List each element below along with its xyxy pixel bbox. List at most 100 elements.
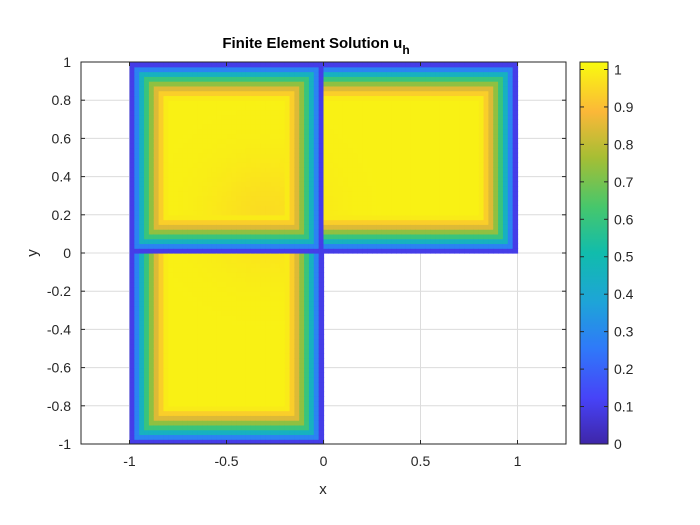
heatmap-cell — [308, 162, 315, 168]
heatmap-cell — [323, 76, 329, 82]
heatmap-cell — [221, 233, 228, 240]
heatmap-cell — [168, 372, 174, 378]
heatmap-cell — [469, 66, 475, 73]
heatmap-cell — [197, 200, 203, 206]
heatmap-cell — [178, 286, 184, 292]
heatmap-cell — [313, 76, 320, 82]
heatmap-cell — [323, 176, 329, 182]
heatmap-cell — [469, 152, 475, 159]
heatmap-cell — [381, 95, 388, 101]
heatmap-cell — [260, 396, 266, 402]
heatmap-cell — [211, 76, 218, 82]
heatmap-cell — [129, 128, 135, 135]
heatmap-cell — [420, 100, 426, 106]
heatmap-cell — [245, 238, 252, 245]
heatmap-cell — [493, 190, 499, 197]
heatmap-cell — [197, 85, 203, 92]
heatmap-cell — [250, 171, 257, 178]
heatmap-cell — [270, 181, 276, 187]
heatmap-cell — [512, 238, 519, 245]
heatmap-cell — [178, 324, 184, 330]
heatmap-cell — [221, 76, 228, 82]
heatmap-cell — [221, 329, 228, 335]
heatmap-cell — [299, 90, 305, 97]
heatmap-cell — [435, 238, 441, 245]
heatmap-cell — [338, 124, 344, 130]
heatmap-cell — [507, 62, 514, 68]
heatmap-cell — [173, 276, 179, 283]
heatmap-cell — [202, 295, 208, 302]
heatmap-cell — [507, 71, 514, 77]
heatmap-cell — [192, 109, 198, 116]
heatmap-cell — [275, 104, 281, 111]
heatmap-cell — [357, 100, 363, 106]
heatmap-cell — [202, 305, 208, 311]
heatmap-cell — [236, 310, 242, 316]
heatmap-cell — [245, 381, 252, 388]
heatmap-cell — [153, 319, 160, 326]
heatmap-cell — [187, 353, 194, 359]
heatmap-cell — [304, 429, 310, 436]
heatmap-cell — [313, 324, 320, 330]
heatmap-cell — [342, 85, 349, 92]
heatmap-cell — [376, 195, 383, 202]
heatmap-cell — [386, 238, 392, 245]
heatmap-cell — [197, 319, 203, 326]
heatmap-cell — [221, 353, 228, 359]
heatmap-cell — [333, 248, 339, 254]
heatmap-cell — [454, 114, 460, 120]
colorbar-tick-label: 0.7 — [614, 174, 634, 190]
heatmap-cell — [270, 396, 276, 402]
heatmap-cell — [187, 219, 194, 225]
heatmap-cell — [255, 76, 262, 82]
heatmap-cell — [231, 386, 237, 393]
heatmap-cell — [304, 338, 310, 345]
heatmap-cell — [153, 233, 160, 240]
heatmap-cell — [187, 162, 194, 168]
heatmap-cell — [221, 367, 228, 373]
heatmap-cell — [173, 253, 179, 259]
heatmap-cell — [294, 128, 300, 135]
heatmap-cell — [435, 243, 441, 249]
heatmap-cell — [328, 62, 334, 68]
heatmap-cell — [396, 176, 402, 182]
heatmap-cell — [192, 90, 198, 97]
heatmap-cell — [187, 190, 194, 197]
heatmap-cell — [367, 162, 373, 168]
heatmap-cell — [241, 62, 247, 68]
heatmap-cell — [284, 162, 291, 168]
heatmap-cell — [367, 238, 373, 245]
heatmap-cell — [250, 396, 257, 402]
heatmap-cell — [357, 229, 363, 235]
heatmap-cell — [391, 167, 397, 173]
heatmap-cell — [226, 372, 232, 378]
colorbar: 10.90.80.70.60.50.40.30.20.10 — [579, 61, 634, 452]
heatmap-cell — [207, 324, 213, 330]
heatmap-cell — [502, 210, 509, 216]
heatmap-cell — [294, 200, 300, 206]
heatmap-cell — [226, 334, 232, 340]
heatmap-cell — [498, 66, 504, 73]
heatmap-cell — [318, 276, 325, 283]
heatmap-cell — [275, 85, 281, 92]
heatmap-cell — [483, 133, 489, 139]
heatmap-cell — [236, 305, 242, 311]
heatmap-cell — [202, 319, 208, 326]
heatmap-cell — [313, 415, 320, 421]
heatmap-cell — [381, 176, 388, 182]
heatmap-cell — [459, 219, 465, 225]
heatmap-cell — [216, 276, 223, 283]
heatmap-cell — [139, 200, 145, 206]
heatmap-cell — [207, 171, 213, 178]
heatmap-cell — [197, 257, 203, 264]
heatmap-cell — [182, 343, 189, 350]
heatmap-cell — [304, 305, 310, 311]
heatmap-cell — [507, 162, 514, 168]
heatmap-cell — [129, 300, 135, 307]
heatmap-cell — [362, 152, 368, 159]
heatmap-cell — [488, 171, 494, 178]
heatmap-cell — [381, 119, 388, 125]
heatmap-cell — [250, 100, 257, 106]
heatmap-cell — [231, 276, 237, 283]
heatmap-cell — [439, 138, 446, 144]
